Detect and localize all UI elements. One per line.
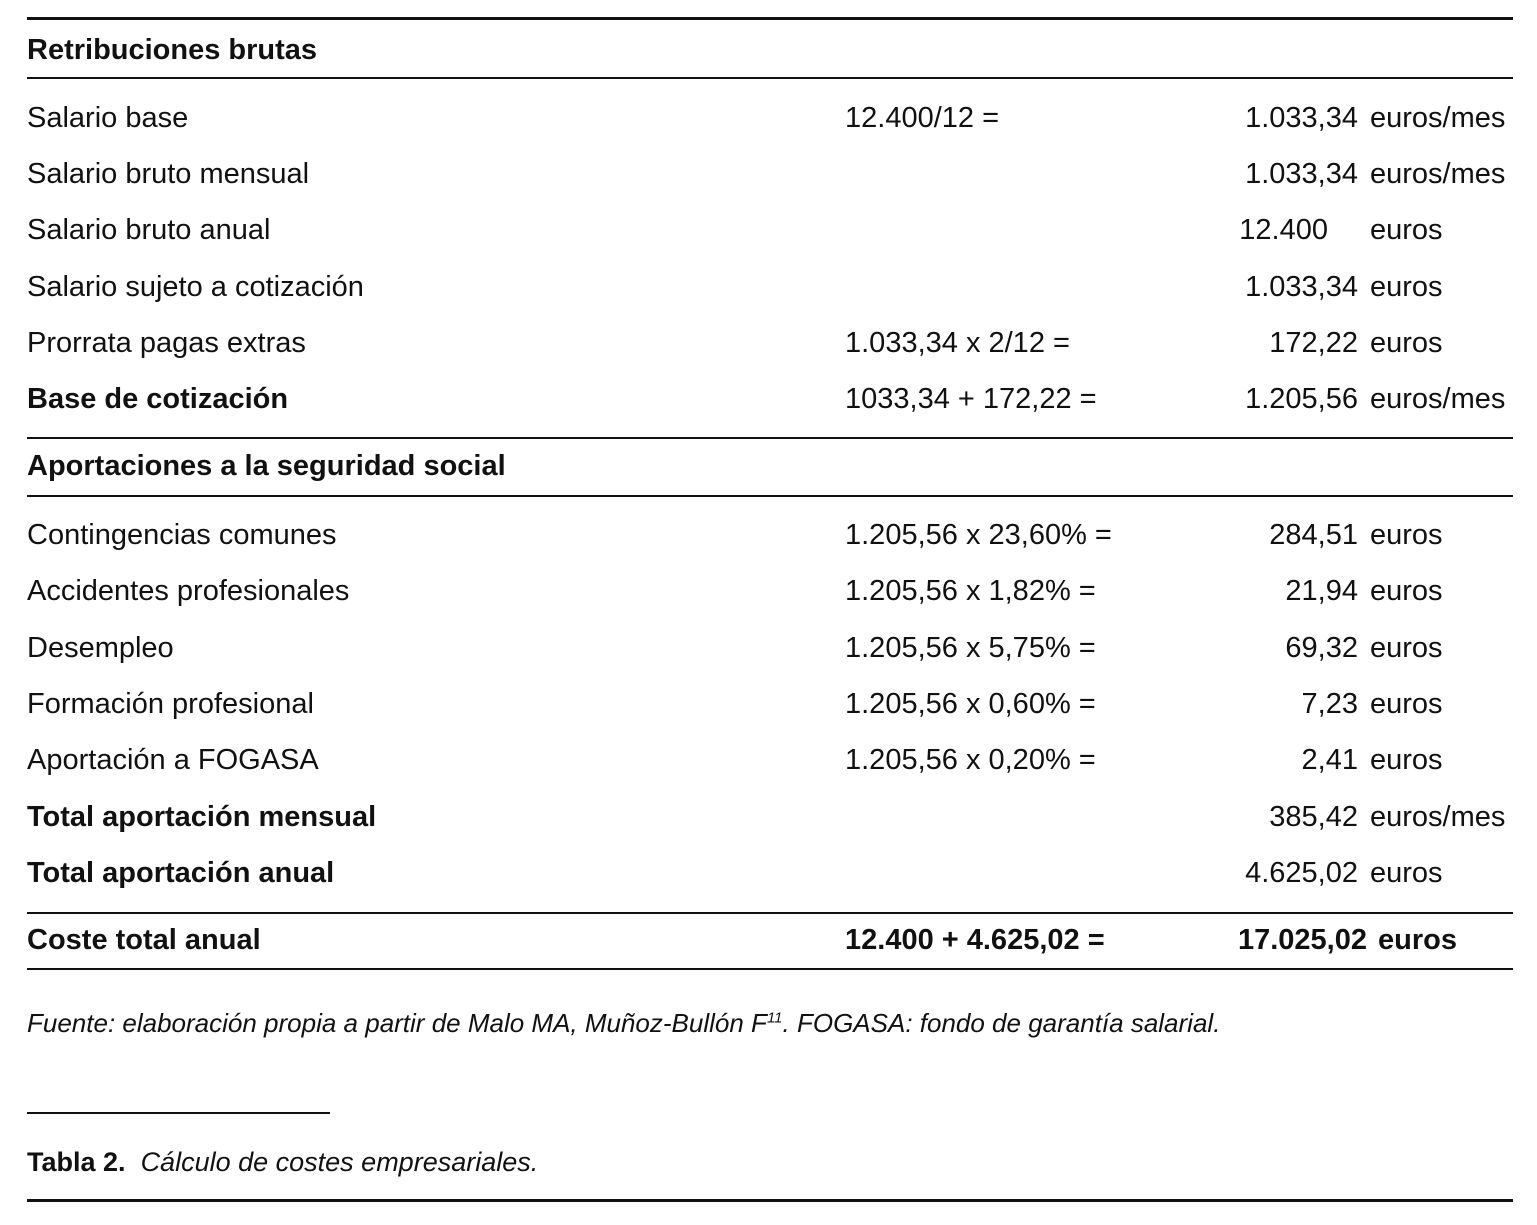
- table-row: Accidentes profesionales 1.205,56 x 1,82%…: [0, 563, 1537, 619]
- unit: euros/mes: [1370, 801, 1506, 833]
- caption-number: Tabla 2.: [27, 1147, 126, 1177]
- footnote-text: . FOGASA: fondo de garantía salarial.: [782, 1008, 1221, 1038]
- formula: 12.400/12 =: [845, 102, 1000, 134]
- rule: [27, 77, 1513, 79]
- unit: euros: [1378, 924, 1457, 956]
- rule: [27, 912, 1513, 914]
- table-row: Contingencias comunes 1.205,56 x 23,60% =…: [0, 507, 1537, 563]
- unit: euros: [1370, 575, 1443, 607]
- unit: euros: [1370, 327, 1443, 359]
- formula: 1.205,56 x 1,82% =: [845, 575, 1096, 607]
- rule: [27, 17, 1513, 20]
- label: Accidentes profesionales: [27, 575, 350, 607]
- formula: 12.400 + 4.625,02 =: [845, 924, 1105, 956]
- unit: euros/mes: [1370, 102, 1506, 134]
- unit: euros: [1370, 214, 1443, 246]
- amount: 1.033,34: [1245, 158, 1358, 190]
- amount: 4.625,02: [1245, 857, 1358, 889]
- formula: 1.033,34 x 2/12 =: [845, 327, 1070, 359]
- label: Coste total anual: [27, 924, 261, 956]
- table-row: Base de cotización 1033,34 + 172,22 = 1.20…: [0, 371, 1537, 427]
- table-row: Formación profesional 1.205,56 x 0,60% = 7…: [0, 676, 1537, 732]
- caption-title: Cálculo de costes empresariales.: [140, 1147, 539, 1177]
- formula: 1.205,56 x 5,75% =: [845, 632, 1096, 664]
- unit: euros: [1370, 632, 1443, 664]
- caption: Tabla 2. Cálculo de costes empresariales…: [27, 1147, 538, 1178]
- label: Contingencias comunes: [27, 519, 337, 551]
- formula: 1.205,56 x 0,60% =: [845, 688, 1096, 720]
- unit: euros/mes: [1370, 158, 1506, 190]
- table-row: Salario bruto anual 12.400 euros: [0, 202, 1537, 258]
- label: Aportación a FOGASA: [27, 744, 319, 776]
- label: Total aportación anual: [27, 857, 335, 889]
- amount: 17.025,02: [1237, 924, 1367, 956]
- footnote: Fuente: elaboración propia a partir de M…: [27, 1008, 1220, 1039]
- label: Base de cotización: [27, 383, 289, 415]
- total-row: Coste total anual 12.400 + 4.625,02 = 17.0…: [0, 912, 1537, 968]
- rule: [27, 968, 1513, 970]
- label: Prorrata pagas extras: [27, 327, 306, 359]
- label: Formación profesional: [27, 688, 314, 720]
- unit: euros: [1370, 857, 1443, 889]
- label: Desempleo: [27, 632, 174, 664]
- table-row: Total aportación mensual 385,42 euros/mes: [0, 789, 1537, 845]
- label: Salario bruto anual: [27, 214, 271, 246]
- amount: 385,42: [1269, 801, 1358, 833]
- amount: 7,23: [1301, 688, 1358, 720]
- amount: 69,32: [1285, 632, 1358, 664]
- amount: 1.205,56: [1245, 383, 1358, 415]
- formula: 1.205,56 x 23,60% =: [845, 519, 1112, 551]
- header-text: Retribuciones brutas: [27, 34, 318, 66]
- unit: euros: [1370, 519, 1443, 551]
- amount: 1.033,34: [1245, 102, 1358, 134]
- label: Total aportación mensual: [27, 801, 377, 833]
- section-header: Retribuciones brutas: [0, 22, 1537, 78]
- unit: euros: [1370, 688, 1443, 720]
- amount: 172,22: [1269, 327, 1358, 359]
- section-header: Aportaciones a la seguridad social: [0, 438, 1537, 494]
- table-row: Salario bruto mensual 1.033,34 euros/mes: [0, 146, 1537, 202]
- footnote-text: Fuente: elaboración propia a partir de M…: [27, 1008, 767, 1038]
- formula: 1033,34 + 172,22 =: [845, 383, 1097, 415]
- rule: [27, 1199, 1513, 1202]
- label: Salario base: [27, 102, 189, 134]
- rule: [27, 437, 1513, 439]
- formula: 1.205,56 x 0,20% =: [845, 744, 1096, 776]
- table-row: Total aportación anual 4.625,02 euros: [0, 845, 1537, 901]
- unit: euros: [1370, 271, 1443, 303]
- rule: [27, 1112, 330, 1114]
- table-row: Desempleo 1.205,56 x 5,75% = 69,32 euros: [0, 620, 1537, 676]
- header-text: Aportaciones a la seguridad social: [27, 450, 506, 482]
- table-row: Salario base 12.400/12 = 1.033,34 euros/mes: [0, 90, 1537, 146]
- table-row: Salario sujeto a cotización 1.033,34 euros: [0, 259, 1537, 315]
- unit: euros: [1370, 744, 1443, 776]
- amount: 21,94: [1285, 575, 1358, 607]
- amount: 2,41: [1301, 744, 1358, 776]
- amount: 284,51: [1269, 519, 1358, 551]
- footnote-ref: 11: [766, 1009, 783, 1027]
- amount: 1.033,34: [1245, 271, 1358, 303]
- label: Salario sujeto a cotización: [27, 271, 364, 303]
- unit: euros/mes: [1370, 383, 1506, 415]
- amount: 12.400: [1239, 214, 1328, 246]
- table-row: Prorrata pagas extras 1.033,34 x 2/12 = 17…: [0, 315, 1537, 371]
- rule: [27, 495, 1513, 497]
- table-row: Aportación a FOGASA 1.205,56 x 0,20% = 2,4…: [0, 732, 1537, 788]
- label: Salario bruto mensual: [27, 158, 310, 190]
